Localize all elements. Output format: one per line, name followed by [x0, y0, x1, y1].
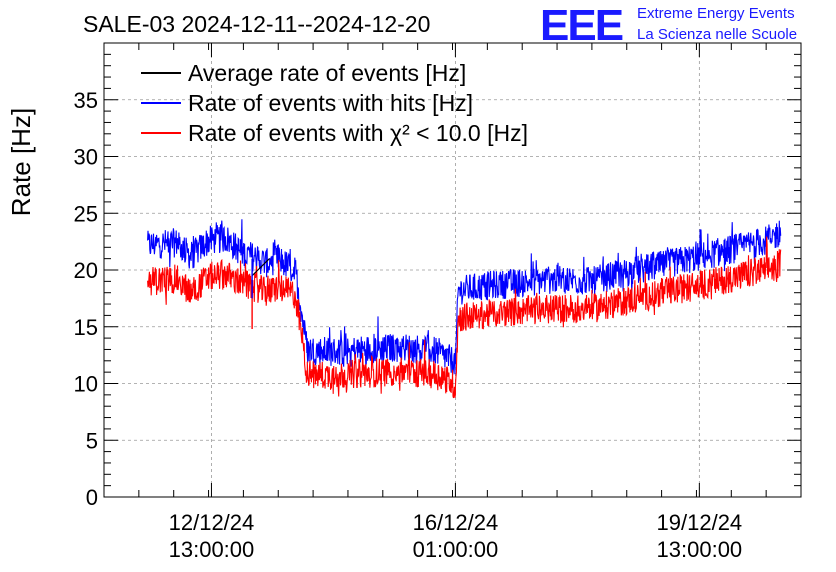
y-tick-label: 30	[74, 145, 98, 170]
y-tick-label: 5	[86, 428, 98, 453]
series-line-avg	[251, 258, 270, 277]
legend: Average rate of events [Hz] Rate of event…	[141, 60, 528, 146]
y-tick-label: 35	[74, 88, 98, 113]
legend-label: Rate of events with hits [Hz]	[188, 90, 473, 116]
y-tick-label: 0	[86, 485, 98, 510]
series-line-chi2	[147, 236, 782, 399]
chart-title: SALE-03 2024-12-11--2024-12-20	[83, 11, 430, 37]
eee-logo-line1: Extreme Energy Events	[637, 5, 795, 22]
x-tick-label-time: 13:00:00	[657, 537, 743, 562]
eee-logo-line2: La Scienza nelle Scuole	[637, 26, 797, 43]
eee-logo: EEE Extreme Energy Events La Scienza nel…	[540, 1, 797, 50]
x-tick-label-date: 16/12/24	[413, 510, 499, 535]
x-tick-label-date: 19/12/24	[657, 510, 743, 535]
x-tick-label-time: 13:00:00	[169, 537, 255, 562]
x-tick-label-time: 01:00:00	[413, 537, 499, 562]
eee-logo-mark: EEE	[540, 1, 623, 50]
legend-label: Average rate of events [Hz]	[188, 60, 466, 86]
legend-label: Rate of events with χ² < 10.0 [Hz]	[188, 120, 528, 146]
y-tick-label: 10	[74, 372, 98, 397]
axes: 0510152025303512/12/2413:00:0016/12/2401…	[74, 43, 802, 562]
y-tick-label: 25	[74, 201, 98, 226]
x-tick-label-date: 12/12/24	[169, 510, 255, 535]
series-layer	[147, 219, 782, 399]
y-tick-label: 15	[74, 315, 98, 340]
y-tick-label: 20	[74, 258, 98, 283]
y-axis-label: Rate [Hz]	[6, 108, 36, 216]
series-line-hits	[147, 219, 782, 376]
